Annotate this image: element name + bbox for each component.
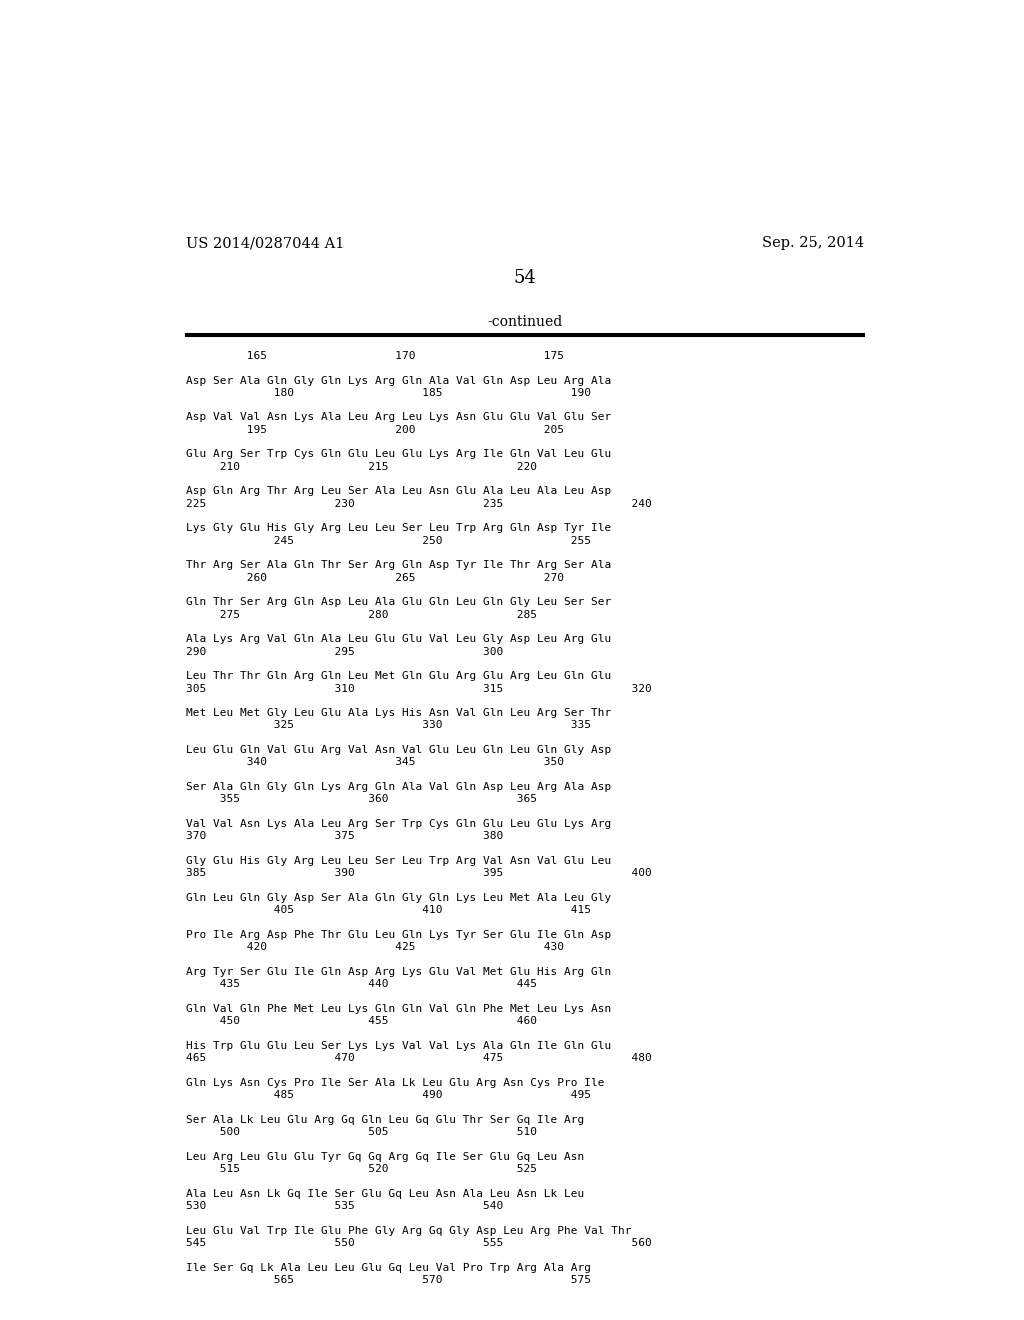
Text: Gln Leu Gln Gly Asp Ser Ala Gln Gly Gln Lys Leu Met Ala Leu Gly: Gln Leu Gln Gly Asp Ser Ala Gln Gly Gln …	[186, 892, 611, 903]
Text: 290                   295                   300: 290 295 300	[186, 647, 504, 656]
Text: Asp Val Val Asn Lys Ala Leu Arg Leu Lys Asn Glu Glu Val Glu Ser: Asp Val Val Asn Lys Ala Leu Arg Leu Lys …	[186, 412, 611, 422]
Text: 180                   185                   190: 180 185 190	[186, 388, 591, 397]
Text: 465                   470                   475                   480: 465 470 475 480	[186, 1053, 652, 1063]
Text: Ser Ala Lk Leu Glu Arg Gq Gln Leu Gq Glu Thr Ser Gq Ile Arg: Ser Ala Lk Leu Glu Arg Gq Gln Leu Gq Glu…	[186, 1114, 585, 1125]
Text: 340                   345                   350: 340 345 350	[186, 758, 564, 767]
Text: 530                   535                   540: 530 535 540	[186, 1201, 504, 1210]
Text: Ser Ala Gln Gly Gln Lys Arg Gln Ala Val Gln Asp Leu Arg Ala Asp: Ser Ala Gln Gly Gln Lys Arg Gln Ala Val …	[186, 781, 611, 792]
Text: Met Leu Met Gly Leu Glu Ala Lys His Asn Val Gln Leu Arg Ser Thr: Met Leu Met Gly Leu Glu Ala Lys His Asn …	[186, 708, 611, 718]
Text: 305                   310                   315                   320: 305 310 315 320	[186, 684, 652, 693]
Text: 355                   360                   365: 355 360 365	[186, 795, 538, 804]
Text: Lys Gly Glu His Gly Arg Leu Leu Ser Leu Trp Arg Gln Asp Tyr Ile: Lys Gly Glu His Gly Arg Leu Leu Ser Leu …	[186, 524, 611, 533]
Text: -continued: -continued	[487, 315, 562, 330]
Text: Pro Ile Arg Asp Phe Thr Glu Leu Gln Lys Tyr Ser Glu Ile Gln Asp: Pro Ile Arg Asp Phe Thr Glu Leu Gln Lys …	[186, 929, 611, 940]
Text: 545                   550                   555                   560: 545 550 555 560	[186, 1238, 652, 1247]
Text: Leu Glu Gln Val Glu Arg Val Asn Val Glu Leu Gln Leu Gln Gly Asp: Leu Glu Gln Val Glu Arg Val Asn Val Glu …	[186, 744, 611, 755]
Text: Thr Arg Ser Ala Gln Thr Ser Arg Gln Asp Tyr Ile Thr Arg Ser Ala: Thr Arg Ser Ala Gln Thr Ser Arg Gln Asp …	[186, 560, 611, 570]
Text: 260                   265                   270: 260 265 270	[186, 573, 564, 582]
Text: 54: 54	[513, 269, 537, 286]
Text: Leu Glu Val Trp Ile Glu Phe Gly Arg Gq Gly Asp Leu Arg Phe Val Thr: Leu Glu Val Trp Ile Glu Phe Gly Arg Gq G…	[186, 1225, 632, 1236]
Text: 565                   570                   575: 565 570 575	[186, 1275, 591, 1284]
Text: US 2014/0287044 A1: US 2014/0287044 A1	[186, 236, 344, 249]
Text: 370                   375                   380: 370 375 380	[186, 832, 504, 841]
Text: 195                   200                   205: 195 200 205	[186, 425, 564, 434]
Text: 165                   170                   175: 165 170 175	[186, 351, 564, 360]
Text: 225                   230                   235                   240: 225 230 235 240	[186, 499, 652, 508]
Text: 385                   390                   395                   400: 385 390 395 400	[186, 869, 652, 878]
Text: Glu Arg Ser Trp Cys Gln Glu Leu Glu Lys Arg Ile Gln Val Leu Glu: Glu Arg Ser Trp Cys Gln Glu Leu Glu Lys …	[186, 449, 611, 459]
Text: Gln Lys Asn Cys Pro Ile Ser Ala Lk Leu Glu Arg Asn Cys Pro Ile: Gln Lys Asn Cys Pro Ile Ser Ala Lk Leu G…	[186, 1077, 604, 1088]
Text: His Trp Glu Glu Leu Ser Lys Lys Val Val Lys Ala Gln Ile Gln Glu: His Trp Glu Glu Leu Ser Lys Lys Val Val …	[186, 1040, 611, 1051]
Text: Ile Ser Gq Lk Ala Leu Leu Glu Gq Leu Val Pro Trp Arg Ala Arg: Ile Ser Gq Lk Ala Leu Leu Glu Gq Leu Val…	[186, 1262, 591, 1272]
Text: Sep. 25, 2014: Sep. 25, 2014	[762, 236, 864, 249]
Text: 245                   250                   255: 245 250 255	[186, 536, 591, 545]
Text: Val Val Asn Lys Ala Leu Arg Ser Trp Cys Gln Glu Leu Glu Lys Arg: Val Val Asn Lys Ala Leu Arg Ser Trp Cys …	[186, 818, 611, 829]
Text: Arg Tyr Ser Glu Ile Gln Asp Arg Lys Glu Val Met Glu His Arg Gln: Arg Tyr Ser Glu Ile Gln Asp Arg Lys Glu …	[186, 966, 611, 977]
Text: 435                   440                   445: 435 440 445	[186, 979, 538, 989]
Text: 450                   455                   460: 450 455 460	[186, 1016, 538, 1026]
Text: 500                   505                   510: 500 505 510	[186, 1127, 538, 1137]
Text: Ala Leu Asn Lk Gq Ile Ser Glu Gq Leu Asn Ala Leu Asn Lk Leu: Ala Leu Asn Lk Gq Ile Ser Glu Gq Leu Asn…	[186, 1188, 585, 1199]
Text: 405                   410                   415: 405 410 415	[186, 906, 591, 915]
Text: 485                   490                   495: 485 490 495	[186, 1090, 591, 1100]
Text: Gly Glu His Gly Arg Leu Leu Ser Leu Trp Arg Val Asn Val Glu Leu: Gly Glu His Gly Arg Leu Leu Ser Leu Trp …	[186, 855, 611, 866]
Text: 275                   280                   285: 275 280 285	[186, 610, 538, 619]
Text: Gln Thr Ser Arg Gln Asp Leu Ala Glu Gln Leu Gln Gly Leu Ser Ser: Gln Thr Ser Arg Gln Asp Leu Ala Glu Gln …	[186, 597, 611, 607]
Text: Gln Val Gln Phe Met Leu Lys Gln Gln Val Gln Phe Met Leu Lys Asn: Gln Val Gln Phe Met Leu Lys Gln Gln Val …	[186, 1003, 611, 1014]
Text: 420                   425                   430: 420 425 430	[186, 942, 564, 952]
Text: Asp Gln Arg Thr Arg Leu Ser Ala Leu Asn Glu Ala Leu Ala Leu Asp: Asp Gln Arg Thr Arg Leu Ser Ala Leu Asn …	[186, 487, 611, 496]
Text: Ala Lys Arg Val Gln Ala Leu Glu Glu Val Leu Gly Asp Leu Arg Glu: Ala Lys Arg Val Gln Ala Leu Glu Glu Val …	[186, 635, 611, 644]
Text: Leu Thr Thr Gln Arg Gln Leu Met Gln Glu Arg Glu Arg Leu Gln Glu: Leu Thr Thr Gln Arg Gln Leu Met Gln Glu …	[186, 671, 611, 681]
Text: 515                   520                   525: 515 520 525	[186, 1164, 538, 1173]
Text: 325                   330                   335: 325 330 335	[186, 721, 591, 730]
Text: Asp Ser Ala Gln Gly Gln Lys Arg Gln Ala Val Gln Asp Leu Arg Ala: Asp Ser Ala Gln Gly Gln Lys Arg Gln Ala …	[186, 376, 611, 385]
Text: Leu Arg Leu Glu Glu Tyr Gq Gq Arg Gq Ile Ser Glu Gq Leu Asn: Leu Arg Leu Glu Glu Tyr Gq Gq Arg Gq Ile…	[186, 1151, 585, 1162]
Text: 210                   215                   220: 210 215 220	[186, 462, 538, 471]
